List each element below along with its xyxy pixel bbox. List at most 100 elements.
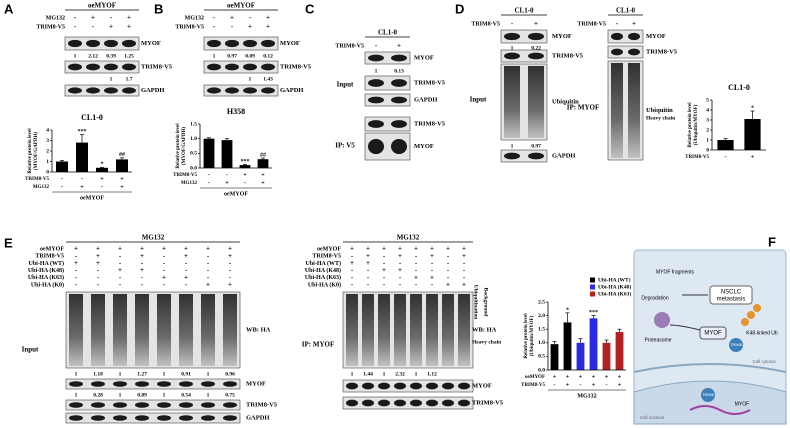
x-tick-label: - (226, 171, 228, 178)
condition-sign: + (248, 23, 252, 31)
band (378, 399, 390, 407)
panel-letter: B (154, 1, 163, 16)
label: metastasis (717, 297, 746, 303)
x-row-name: MG132 (33, 185, 50, 190)
condition-sign: - (415, 281, 418, 289)
band (104, 63, 118, 71)
quant: 1.18 (93, 371, 103, 377)
x-tick-label: - (81, 175, 83, 182)
bar (717, 140, 734, 150)
smear (442, 294, 454, 366)
quant: 0.09 (245, 53, 255, 59)
myof-box (699, 326, 727, 340)
band (261, 87, 275, 94)
bar (203, 138, 215, 168)
condition-sign: - (163, 252, 166, 260)
quant: 1 (351, 371, 354, 377)
band (91, 402, 105, 408)
y-axis-label: Relative protein level (176, 123, 181, 169)
bar (239, 165, 251, 168)
band (391, 79, 407, 87)
y-tick-label: 1 (46, 159, 49, 165)
significance: ## (119, 152, 125, 158)
band (223, 402, 237, 408)
condition-sign: - (399, 273, 402, 281)
band (69, 415, 83, 421)
condition-sign: + (446, 281, 450, 289)
smear (378, 294, 390, 366)
band (528, 52, 544, 60)
band (135, 381, 149, 387)
condition-sign: + (398, 266, 402, 274)
condition-sign: - (463, 259, 466, 267)
band (628, 32, 640, 41)
x-tick-label: + (605, 373, 609, 380)
condition-sign: - (375, 42, 378, 50)
band (135, 415, 149, 421)
blot-frame (342, 396, 474, 410)
condition-name: Ubi-HA (K0) (308, 281, 341, 288)
condition-sign: - (511, 20, 514, 28)
quant: 0.39 (106, 53, 116, 59)
condition-sign: + (91, 14, 95, 22)
condition-sign: + (230, 14, 234, 22)
condition-sign: - (75, 266, 78, 274)
quant: 1 (511, 45, 514, 51)
blot-label: TRIM8-V5 (472, 399, 504, 406)
legend-swatch (590, 277, 595, 283)
band (362, 382, 374, 390)
condition-sign: + (266, 23, 270, 31)
label: Cell nucleus (640, 415, 665, 420)
quant: 0.96 (225, 371, 235, 377)
smear (611, 63, 623, 158)
condition-sign: - (163, 281, 166, 289)
label: TRIM8 (702, 392, 715, 397)
quant: 1 (163, 371, 166, 377)
quant: 1 (383, 371, 386, 377)
condition-name: TRIM8-V5 (335, 43, 364, 49)
outcome-box (709, 285, 753, 305)
condition-sign: + (96, 259, 100, 267)
group-label: oeMYOF (80, 195, 104, 201)
band (225, 63, 239, 71)
condition-sign: - (97, 281, 100, 289)
blot-frame (64, 36, 140, 51)
condition-sign: + (366, 245, 370, 253)
condition-sign: - (110, 14, 113, 22)
y-axis-label: (Ubiquitin/MYOF) (694, 104, 699, 145)
condition-sign: - (141, 259, 144, 267)
label: Cell cytosol (752, 359, 775, 364)
condition-sign: - (213, 23, 216, 31)
condition-sign: - (431, 259, 434, 267)
condition-sign: - (229, 259, 232, 267)
band (86, 39, 100, 48)
band (504, 152, 520, 160)
band (91, 415, 105, 421)
band (68, 87, 82, 94)
condition-name: Ubi-HA (K48) (28, 267, 64, 274)
significance: * (751, 105, 754, 111)
schematic: MYOF fragments Degradation NSCLC metasta… (633, 234, 787, 425)
smear (426, 294, 438, 366)
condition-sign: + (430, 245, 434, 253)
panel-letter: E (4, 235, 13, 250)
proteasome-icon (654, 312, 670, 328)
condition-sign: - (97, 266, 100, 274)
x-tick-label: + (618, 381, 622, 388)
blot-frame (64, 60, 140, 74)
condition-sign: + (382, 245, 386, 253)
x-tick-label: - (101, 183, 103, 190)
condition-sign: + (228, 281, 232, 289)
band (611, 32, 623, 41)
condition-sign: + (118, 245, 122, 253)
condition-name: oeMYOF (40, 246, 64, 252)
condition-name: MG132 (46, 15, 65, 21)
label: NSCLC (721, 290, 742, 296)
quant: 1 (119, 371, 122, 377)
blot-label: GAPDH (280, 87, 303, 94)
band (243, 63, 257, 71)
band (201, 415, 215, 421)
condition-name: TRIM8-V5 (312, 254, 341, 260)
condition-sign: + (366, 259, 370, 267)
condition-sign: - (207, 252, 210, 260)
